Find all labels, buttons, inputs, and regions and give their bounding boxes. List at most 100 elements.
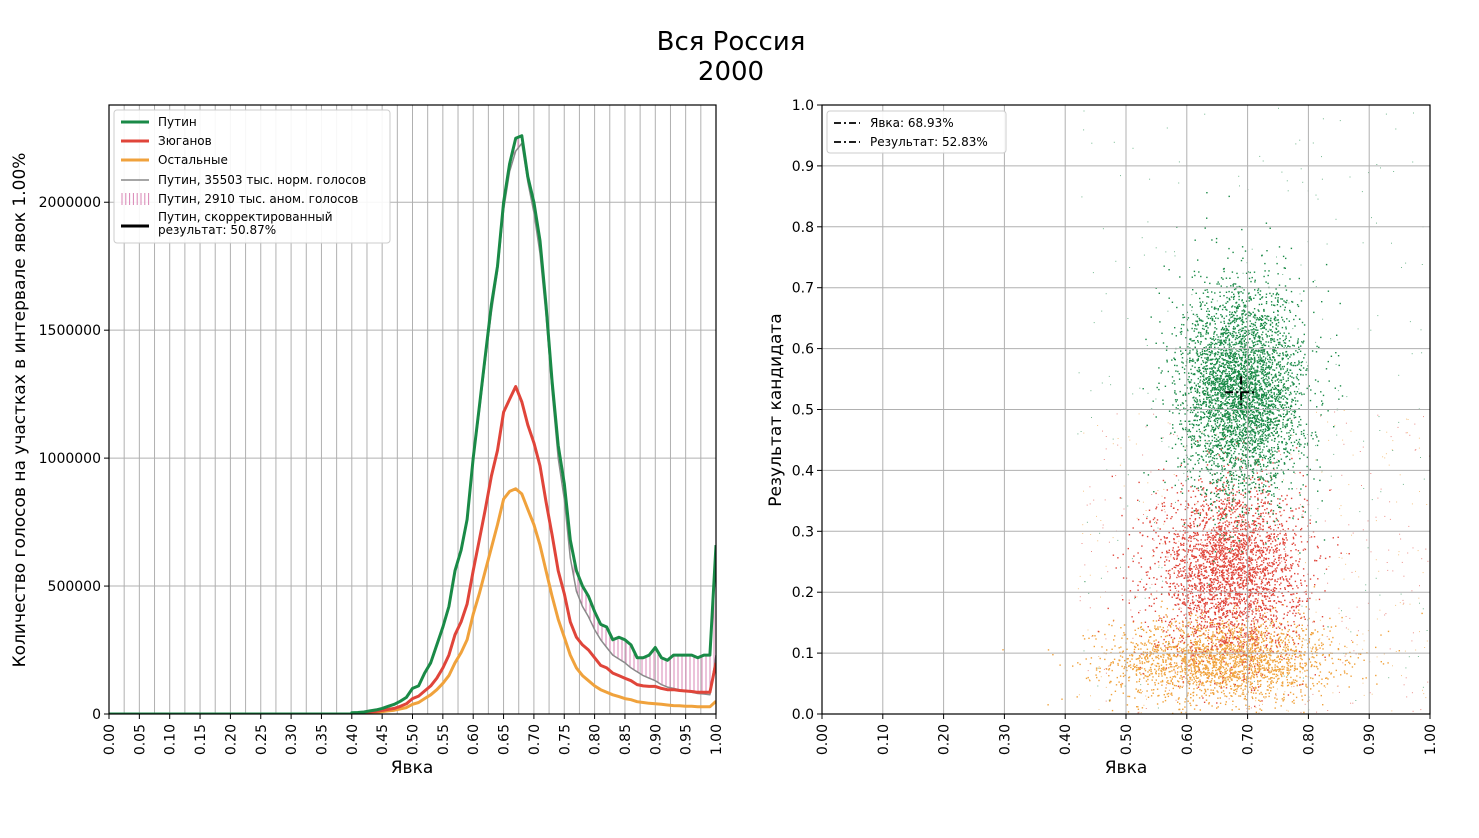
scatter-point — [1256, 588, 1258, 590]
scatter-point — [1175, 646, 1177, 649]
scatter-point — [1241, 663, 1243, 665]
scatter-point — [1186, 575, 1189, 577]
scatter-point — [1245, 579, 1248, 581]
scatter-point — [1229, 656, 1231, 658]
scatter-point — [1154, 562, 1156, 565]
scatter-point — [1233, 544, 1235, 546]
scatter-point — [1265, 693, 1267, 695]
scatter-point — [1231, 612, 1234, 614]
scatter-point — [1263, 634, 1266, 636]
scatter-point — [1182, 649, 1185, 651]
scatter-point — [1236, 679, 1238, 682]
scatter-point — [1232, 609, 1234, 612]
scatter-point — [1233, 541, 1235, 543]
scatter-point — [1253, 657, 1256, 659]
scatter-point — [1157, 490, 1159, 491]
scatter-point — [1301, 640, 1303, 643]
scatter-point — [1401, 675, 1402, 677]
scatter-point — [1249, 686, 1251, 688]
scatter-point — [1151, 556, 1153, 558]
scatter-point — [1208, 541, 1211, 543]
scatter-point — [1213, 558, 1216, 560]
scatter-point — [1177, 533, 1179, 535]
scatter-point — [1142, 654, 1145, 656]
scatter-point — [1324, 557, 1327, 560]
scatter-point — [1269, 654, 1271, 657]
scatter-point — [1266, 689, 1268, 691]
scatter-point — [1223, 679, 1225, 681]
scatter-point — [1297, 587, 1299, 589]
scatter-point — [1205, 681, 1207, 683]
scatter-point — [1139, 635, 1141, 637]
scatter-point — [1255, 633, 1257, 635]
scatter-point — [1204, 688, 1206, 691]
scatter-point — [1155, 620, 1158, 622]
scatter-point — [1270, 654, 1272, 657]
scatter-point — [1310, 633, 1313, 636]
scatter-point — [1382, 456, 1384, 458]
figure-title-line-2: 2000 — [698, 57, 764, 87]
scatter-point — [1261, 617, 1263, 619]
scatter-point — [1324, 656, 1326, 658]
scatter-point — [1304, 665, 1306, 667]
scatter-point — [1232, 569, 1235, 572]
scatter-point — [1170, 692, 1173, 694]
scatter-point — [1139, 656, 1141, 658]
scatter-point — [1214, 594, 1216, 597]
scatter-point — [1249, 490, 1252, 493]
scatter-point — [1152, 649, 1154, 651]
scatter-point — [1317, 547, 1319, 549]
scatter-point — [1223, 622, 1226, 624]
scatter-point — [1212, 659, 1214, 661]
scatter-point — [1289, 669, 1292, 671]
scatter-point — [1199, 567, 1201, 569]
scatter-point — [1277, 666, 1279, 668]
scatter-point — [1278, 543, 1281, 546]
scatter-point — [1271, 546, 1273, 549]
scatter-point — [1141, 707, 1144, 709]
scatter-point — [1188, 597, 1190, 599]
scatter-point — [1207, 534, 1210, 536]
scatter-point — [1259, 571, 1262, 573]
scatter-point — [1212, 501, 1215, 503]
scatter-point — [1376, 683, 1378, 685]
scatter-point — [1267, 632, 1270, 634]
scatter-point — [1181, 676, 1183, 679]
scatter-point — [1249, 551, 1252, 553]
scatter-point — [1220, 499, 1222, 501]
scatter-point — [1194, 641, 1196, 643]
scatter-point — [1233, 666, 1235, 669]
scatter-point — [1172, 641, 1174, 644]
scatter-point — [1251, 657, 1253, 659]
scatter-point — [1231, 634, 1234, 637]
scatter-point — [1254, 598, 1257, 600]
scatter-point — [1240, 627, 1242, 629]
scatter-point — [1310, 656, 1312, 658]
scatter-point — [1147, 678, 1149, 681]
scatter-point — [1225, 584, 1227, 586]
scatter-point — [1202, 557, 1204, 560]
scatter-point — [1224, 671, 1226, 673]
scatter-point — [1306, 600, 1308, 602]
scatter-point — [1229, 649, 1232, 652]
scatter-point — [1144, 657, 1146, 659]
scatter-point — [1109, 680, 1112, 683]
scatter-point — [1189, 604, 1191, 607]
scatter-point — [1115, 684, 1118, 686]
scatter-point — [1191, 549, 1194, 551]
scatter-point — [1253, 656, 1255, 658]
scatter-point — [1254, 577, 1257, 579]
scatter-point — [1228, 497, 1230, 499]
scatter-point — [1209, 536, 1211, 538]
scatter-point — [1177, 594, 1179, 597]
scatter-point — [1226, 611, 1229, 614]
scatter-point — [1233, 689, 1235, 691]
scatter-point — [1224, 498, 1226, 500]
scatter-point — [1242, 521, 1245, 523]
scatter-point — [1312, 682, 1314, 685]
scatter-point — [1189, 647, 1192, 649]
scatter-point — [1251, 689, 1253, 692]
scatter-point — [1355, 570, 1356, 572]
scatter-point — [1193, 555, 1195, 557]
scatter-point — [1258, 610, 1260, 612]
